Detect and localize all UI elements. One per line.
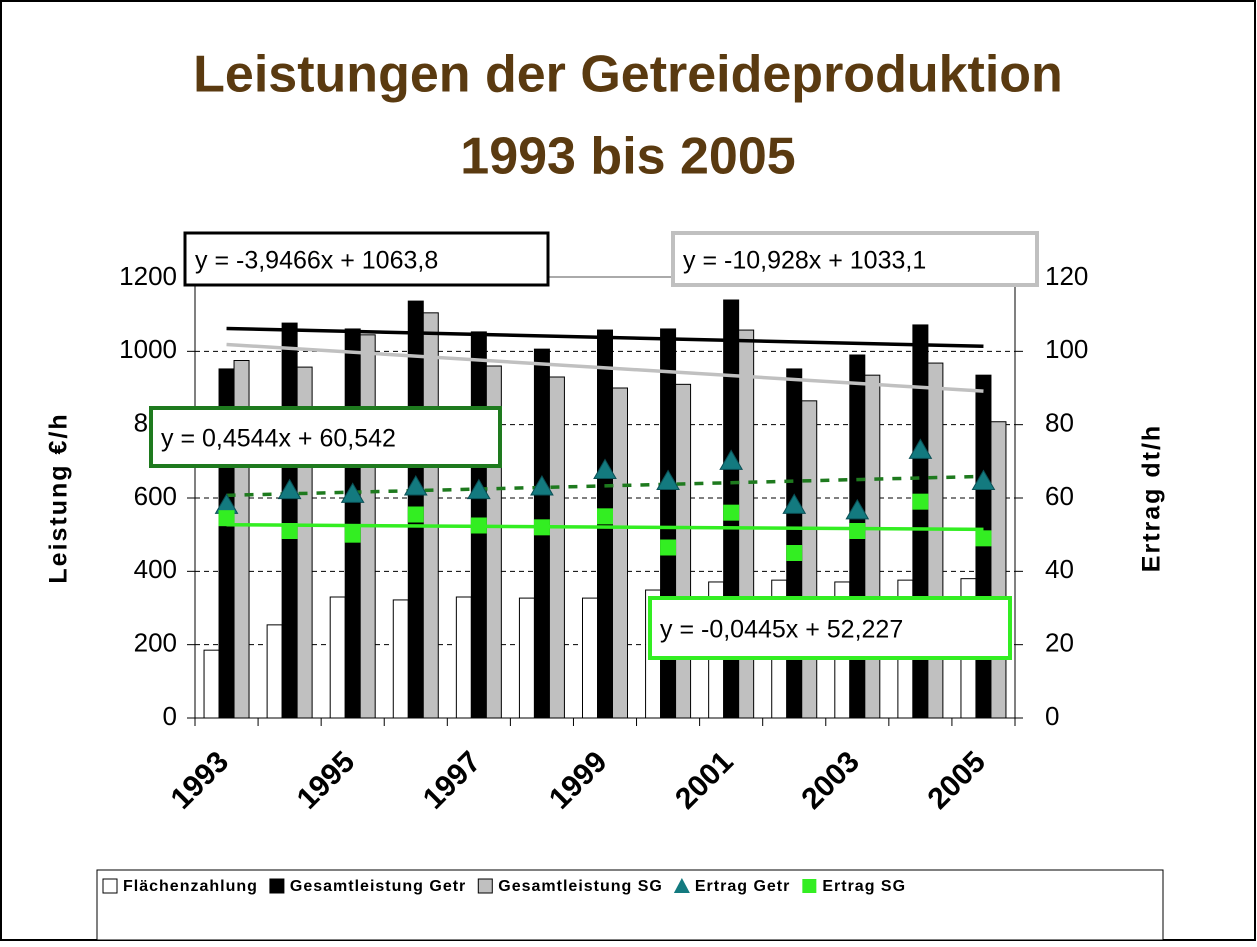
legend-swatch <box>477 878 493 894</box>
equation-box <box>149 406 502 468</box>
marker <box>470 517 487 534</box>
y-tick-label: 1200 <box>119 261 177 291</box>
bar <box>786 368 803 719</box>
y2-tick-label: 80 <box>1045 408 1074 438</box>
bar <box>864 374 881 719</box>
marker <box>530 475 554 496</box>
y2-tick-label: 120 <box>1045 261 1088 291</box>
marker <box>786 545 803 561</box>
marker <box>281 523 298 539</box>
marker <box>344 526 361 543</box>
bar <box>990 421 1007 719</box>
y-tick-label: 1000 <box>119 334 177 364</box>
bar <box>422 312 439 719</box>
bar <box>927 362 944 719</box>
y2-tick-label: 40 <box>1045 554 1074 584</box>
bar <box>801 400 818 719</box>
bar <box>203 649 220 719</box>
trendline <box>226 326 984 349</box>
equation-label: y = -0,0445x + 52,227 <box>660 616 903 644</box>
legend-label: Gesamtleistung Getr <box>290 878 466 895</box>
marker <box>407 506 424 523</box>
marker <box>912 493 929 510</box>
marker <box>975 530 992 547</box>
legend-swatch <box>802 879 817 893</box>
bar <box>455 596 472 719</box>
y2-axis-label: Ertrag dt/h <box>1138 424 1166 572</box>
legend-swatch <box>673 878 690 893</box>
bar <box>975 374 992 719</box>
legend-label: Ertrag Getr <box>695 878 790 895</box>
bar <box>344 328 361 719</box>
marker <box>723 504 740 521</box>
legend-label: Ertrag SG <box>822 878 906 895</box>
bar <box>612 387 628 719</box>
y-axis-label: Leistung €/h <box>45 412 73 583</box>
marker <box>719 449 744 470</box>
marker <box>849 523 866 539</box>
equation-box <box>648 596 1012 660</box>
legend-swatch <box>269 878 285 894</box>
bar <box>582 597 598 719</box>
marker <box>466 478 491 500</box>
marker <box>656 469 680 490</box>
y-tick-label: 0 <box>163 701 177 731</box>
marker <box>782 493 807 514</box>
equation-label: y = -10,928x + 1033,1 <box>683 247 926 275</box>
legend-label: Gesamtleistung SG <box>498 878 663 895</box>
y-tick-label: 400 <box>134 554 177 584</box>
marker <box>597 508 613 525</box>
marker <box>660 539 677 556</box>
trendline <box>226 342 984 393</box>
bar <box>329 596 346 719</box>
equation-box <box>671 231 1039 287</box>
marker <box>593 458 617 479</box>
marker <box>971 469 996 490</box>
chart-title: Leistungen der Getreideproduktion <box>193 46 1063 104</box>
y-tick-label: 200 <box>134 628 177 658</box>
marker <box>908 438 933 459</box>
y2-tick-label: 60 <box>1045 481 1074 511</box>
bar <box>281 322 298 719</box>
bar <box>675 383 692 719</box>
marker <box>277 478 302 500</box>
bar <box>266 624 283 719</box>
equation-label: y = 0,4544x + 60,542 <box>161 425 396 453</box>
marker <box>218 510 235 527</box>
y2-tick-label: 100 <box>1045 334 1088 364</box>
equation-box <box>183 231 550 287</box>
marker <box>340 482 365 503</box>
bar <box>392 599 409 719</box>
chart-title: 1993 bis 2005 <box>460 128 795 186</box>
y2-tick-label: 20 <box>1045 628 1074 658</box>
marker <box>845 498 870 520</box>
y-tick-label: 600 <box>134 481 177 511</box>
marker <box>403 475 428 496</box>
legend-swatch <box>102 878 118 894</box>
marker <box>533 519 550 536</box>
bar <box>548 376 565 719</box>
legend-label: Flächenzahlung <box>123 878 258 895</box>
y2-tick-label: 0 <box>1045 701 1059 731</box>
bar <box>518 597 535 719</box>
equation-label: y = -3,9466x + 1063,8 <box>195 247 438 275</box>
